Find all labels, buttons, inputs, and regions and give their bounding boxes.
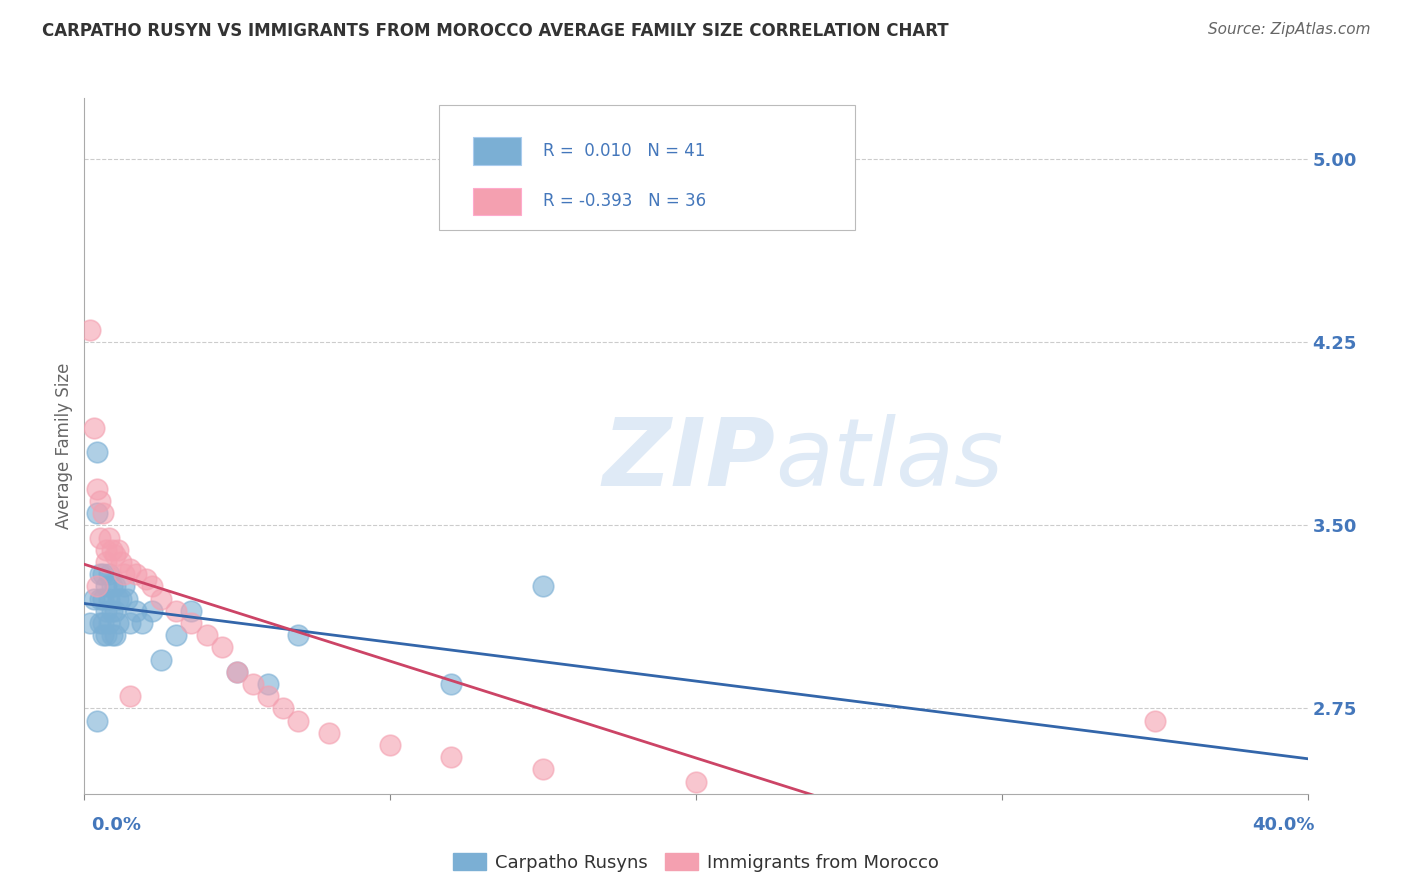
Point	[531, 763, 554, 777]
Point	[1143, 714, 1166, 728]
Point	[91, 567, 114, 582]
Point	[257, 677, 280, 691]
Point	[91, 615, 114, 630]
Point	[271, 701, 294, 715]
Point	[242, 677, 264, 691]
Point	[165, 628, 187, 642]
Point	[115, 591, 138, 606]
Point	[97, 591, 120, 606]
Point	[94, 579, 117, 593]
Point	[86, 482, 108, 496]
Point	[89, 531, 111, 545]
Point	[101, 604, 124, 618]
Point	[180, 604, 202, 618]
Point	[318, 726, 340, 740]
FancyBboxPatch shape	[439, 105, 855, 230]
Point	[107, 542, 129, 557]
Point	[149, 652, 172, 666]
Point	[89, 567, 111, 582]
Point	[91, 506, 114, 520]
Point	[107, 591, 129, 606]
Point	[104, 628, 127, 642]
Point	[257, 690, 280, 704]
Point	[125, 567, 148, 582]
Text: atlas: atlas	[776, 415, 1004, 506]
Point	[211, 640, 233, 655]
Point	[89, 494, 111, 508]
Point	[94, 555, 117, 569]
Point	[86, 714, 108, 728]
Point	[101, 628, 124, 642]
Point	[120, 562, 142, 576]
Point	[112, 567, 135, 582]
Point	[120, 690, 142, 704]
Legend: Carpatho Rusyns, Immigrants from Morocco: Carpatho Rusyns, Immigrants from Morocco	[446, 846, 946, 879]
Point	[101, 542, 124, 557]
Point	[685, 774, 707, 789]
Point	[165, 604, 187, 618]
Point	[94, 542, 117, 557]
Point	[141, 579, 163, 593]
Point	[86, 579, 108, 593]
Point	[149, 591, 172, 606]
Point	[125, 604, 148, 618]
Point	[226, 665, 249, 679]
Point	[94, 628, 117, 642]
Point	[531, 579, 554, 593]
Text: CARPATHO RUSYN VS IMMIGRANTS FROM MOROCCO AVERAGE FAMILY SIZE CORRELATION CHART: CARPATHO RUSYN VS IMMIGRANTS FROM MOROCC…	[42, 22, 949, 40]
Point	[79, 323, 101, 337]
Point	[104, 579, 127, 593]
Point	[97, 531, 120, 545]
Point	[89, 591, 111, 606]
Point	[97, 567, 120, 582]
Point	[110, 591, 132, 606]
Point	[440, 677, 463, 691]
Point	[104, 548, 127, 562]
FancyBboxPatch shape	[474, 187, 522, 215]
Point	[380, 738, 402, 752]
Point	[97, 615, 120, 630]
Point	[226, 665, 249, 679]
Point	[91, 628, 114, 642]
Text: R = -0.393   N = 36: R = -0.393 N = 36	[543, 192, 706, 211]
Y-axis label: Average Family Size: Average Family Size	[55, 363, 73, 529]
Point	[131, 615, 153, 630]
Text: R =  0.010   N = 41: R = 0.010 N = 41	[543, 142, 706, 160]
Text: 40.0%: 40.0%	[1253, 816, 1315, 834]
Point	[112, 579, 135, 593]
Point	[83, 420, 105, 434]
Point	[287, 628, 309, 642]
Point	[94, 604, 117, 618]
Point	[83, 591, 105, 606]
Text: ZIP: ZIP	[603, 414, 776, 506]
Text: Source: ZipAtlas.com: Source: ZipAtlas.com	[1208, 22, 1371, 37]
Point	[135, 572, 157, 586]
Point	[110, 555, 132, 569]
Point	[79, 615, 101, 630]
Point	[89, 615, 111, 630]
Point	[195, 628, 218, 642]
Point	[180, 615, 202, 630]
Point	[91, 591, 114, 606]
FancyBboxPatch shape	[474, 137, 522, 164]
Point	[104, 604, 127, 618]
Point	[107, 615, 129, 630]
Point	[86, 506, 108, 520]
Point	[101, 579, 124, 593]
Point	[440, 750, 463, 764]
Point	[141, 604, 163, 618]
Point	[287, 714, 309, 728]
Text: 0.0%: 0.0%	[91, 816, 142, 834]
Point	[120, 615, 142, 630]
Point	[86, 445, 108, 459]
